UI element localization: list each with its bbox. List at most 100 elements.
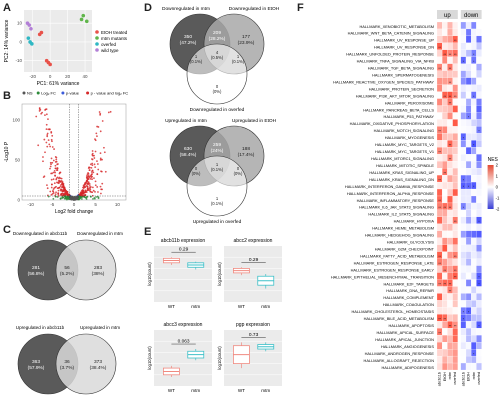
pca-point xyxy=(30,42,34,46)
svg-text:**: ** xyxy=(438,178,441,182)
svg-text:**: ** xyxy=(454,255,457,259)
venn-d-up-circle-c xyxy=(186,155,248,217)
venn-d-up-count-abc: 1 (0.1%) xyxy=(211,162,224,172)
boxplot-panel-bg xyxy=(224,330,282,386)
boxplot-pvalue: 0.29 xyxy=(249,257,259,263)
svg-text:*: * xyxy=(473,352,475,356)
svg-text:**: ** xyxy=(438,331,441,335)
venn-c-up-label-left: Upregulated in abcb11b xyxy=(16,325,65,330)
svg-text:**: ** xyxy=(444,283,447,287)
svg-text:**: ** xyxy=(438,46,441,50)
svg-text:**: ** xyxy=(444,53,447,57)
boxplot-ylabel: log10(count) xyxy=(217,346,222,370)
boxplot-title: abcc3 expression xyxy=(164,322,203,328)
panel-d-letter: D xyxy=(144,2,152,14)
svg-text:**: ** xyxy=(449,81,452,85)
heatmap-row-label: HALLMARK_GLYCOLYSIS xyxy=(387,240,435,245)
heatmap-row-label: HALLMARK_P53_PATHWAY xyxy=(384,114,435,119)
boxplot-xtick: mtm xyxy=(261,388,270,393)
boxplots-e: abcb11b expression 0.29 WT mtm log10(count) a… xyxy=(147,238,282,393)
pca-point xyxy=(48,62,52,67)
heatmap-row-label: HALLMARK_HEME_METABOLISM xyxy=(372,226,434,231)
svg-text:**: ** xyxy=(449,53,452,57)
boxplot-pvalue: 0.063 xyxy=(178,339,190,345)
svg-text:*: * xyxy=(473,53,475,57)
venn-c-down-count-right: 283 (38%) xyxy=(92,265,105,277)
svg-text:**: ** xyxy=(444,317,447,321)
pca-point xyxy=(81,13,86,18)
heatmap-row-label: HALLMARK_MYC_TARGETS_V1 xyxy=(375,149,434,154)
volcano-xtick: -5 xyxy=(50,202,54,207)
svg-text:**: ** xyxy=(438,262,441,266)
heatmap-row-label: HALLMARK_ALLOGRAFT_REJECTION xyxy=(364,358,435,363)
svg-text:**: ** xyxy=(438,130,441,134)
heatmap-row-label: HALLMARK_BILE_ACID_METABOLISM xyxy=(364,316,434,321)
venn-c-down-label-left: Downregulated in abcb11b xyxy=(13,231,68,236)
svg-text:*: * xyxy=(473,95,475,99)
heatmap-xlabel: EtOH xyxy=(443,372,447,382)
heatmap-row-label: HALLMARK_COMPLEMENT xyxy=(383,295,434,300)
venn-d-up-count-c: 1 (0.1%) xyxy=(211,196,224,206)
boxplot-ylabel: log10(count) xyxy=(147,262,152,286)
pca-legend-swatch xyxy=(95,42,99,46)
venn-d-down-count-b: 177 (23.9%) xyxy=(238,34,255,46)
svg-text:**: ** xyxy=(449,143,452,147)
svg-text:*: * xyxy=(473,60,475,64)
venn-c-down-label-right: Downregulated in mtm xyxy=(77,231,123,236)
heatmap-f: up down HALLMARK_XENOBIOTIC_METABOLISM HALL… xyxy=(331,10,500,386)
pca-ylabel: PC2: 14% variance xyxy=(4,19,10,62)
pca-plot: -20 0 20 40 10 0 -10 PC1: 61% variance PC2: 14% … xyxy=(4,10,128,87)
venn-d-up-label-bottom: Upregulated in overfed xyxy=(193,219,242,225)
pca-legend-swatch xyxy=(95,30,99,34)
heatmap-legend-tick: 0 xyxy=(496,185,499,190)
pca-point xyxy=(26,36,31,40)
svg-text:*: * xyxy=(463,317,465,321)
svg-text:**: ** xyxy=(454,39,457,43)
venn-d-up-count-ac: 0 (0%) xyxy=(192,166,201,176)
panel-e-letter: E xyxy=(144,226,152,238)
heatmap-xlabel: abcb11b xyxy=(461,372,465,386)
svg-text:**: ** xyxy=(438,150,441,154)
panel-f-letter: F xyxy=(297,2,304,14)
venn-d-up-label-right: Upregulated in EtOH xyxy=(232,118,277,124)
boxplot-title: pgp expression xyxy=(236,322,270,328)
svg-text:**: ** xyxy=(449,95,452,99)
svg-text:*: * xyxy=(463,311,465,315)
svg-text:**: ** xyxy=(444,95,447,99)
svg-text:**: ** xyxy=(449,67,452,71)
pca-xtick: 40 xyxy=(83,74,89,79)
volcano-xtick: 10 xyxy=(115,202,121,207)
panel-a-letter: A xyxy=(3,2,11,14)
pca-point xyxy=(39,30,44,35)
heatmap-row-label: HALLMARK_ESTROGEN_RESPONSE_EARLY xyxy=(351,267,435,272)
venn-c-up-count-left: 363 (57.9%) xyxy=(28,359,45,371)
pca-point xyxy=(84,19,89,24)
venn-d-up-count-ab: 259 (24%) xyxy=(211,142,224,154)
pca-ytick: 10 xyxy=(17,21,23,26)
panel-b-letter: B xyxy=(3,90,11,102)
heatmap-row-label: HALLMARK_FATTY_ACID_METABOLISM xyxy=(360,253,434,258)
volcano-xtick: -10 xyxy=(27,202,34,207)
boxplot-title: abcc2 expression xyxy=(234,238,273,244)
svg-text:*: * xyxy=(478,283,480,287)
svg-text:**: ** xyxy=(454,269,457,273)
svg-text:*: * xyxy=(478,276,480,280)
heatmap-row-label: HALLMARK_APICAL_SURFACE xyxy=(376,330,434,335)
pca-legend-label: EtOH treated xyxy=(101,30,128,35)
venn-d-down-label-bottom: Downregulated in overfed xyxy=(190,107,245,113)
svg-text:*: * xyxy=(468,311,470,315)
heatmap-row-label: HALLMARK_PI3K_AKT_MTOR_SIGNALING xyxy=(356,93,434,98)
heatmap-row-label: HALLMARK_MTORC1_SIGNALING xyxy=(371,156,434,161)
heatmap-xlabel: overfed xyxy=(477,372,481,385)
volcano-ylabel: -Log10 P xyxy=(4,141,10,162)
svg-text:*: * xyxy=(463,60,465,64)
heatmap-row-label: HALLMARK_NOTCH_SIGNALING xyxy=(374,128,434,133)
svg-text:**: ** xyxy=(454,276,457,280)
svg-text:*: * xyxy=(473,143,475,147)
heatmap-row-label: HALLMARK_ANDROGEN_RESPONSE xyxy=(365,351,435,356)
venn-d-down-count-ac: 1 (0.1%) xyxy=(190,54,203,64)
heatmap-row-label: HALLMARK_PEROXISOME xyxy=(385,100,435,105)
pca-xtick: -20 xyxy=(29,74,36,79)
boxplot-pvalue: 0.73 xyxy=(249,332,259,338)
heatmap-legend-bar xyxy=(487,165,494,209)
